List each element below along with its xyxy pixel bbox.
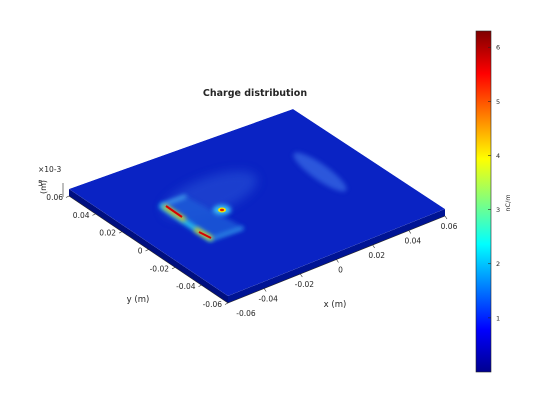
y-tick-label: 0.02 bbox=[99, 229, 116, 238]
z-axis-exponent: ×10-3 bbox=[38, 165, 62, 174]
plate-edge-right bbox=[211, 226, 244, 241]
y-tick-label: 0.06 bbox=[46, 193, 63, 202]
x-tick-label: 0 bbox=[338, 266, 343, 275]
x-tick-mark bbox=[408, 230, 412, 234]
z-axis-tick-label: 5 bbox=[38, 179, 43, 188]
x-tick-label: -0.04 bbox=[258, 295, 278, 304]
y-tick-mark bbox=[145, 249, 149, 252]
colorbar: 1 2 3 4 5 6 nC/m bbox=[475, 30, 512, 373]
hot-edge-lower-core bbox=[198, 231, 212, 239]
y-tick-mark bbox=[118, 231, 123, 234]
colorbar-tick-label: 6 bbox=[496, 44, 500, 52]
z-axis-label: (m) bbox=[39, 180, 48, 194]
colorbar-tick-label: 4 bbox=[496, 152, 500, 160]
slab-top bbox=[69, 109, 445, 296]
y-tick-mark bbox=[198, 284, 202, 287]
chart-title: Charge distribution bbox=[203, 88, 307, 99]
colorbar-tick-label: 2 bbox=[496, 260, 500, 268]
x-axis-label: x (m) bbox=[324, 300, 347, 310]
charge-heatmap bbox=[69, 109, 445, 296]
x-tick-mark bbox=[300, 273, 303, 278]
x-tick-mark bbox=[263, 288, 267, 292]
slab-side-right bbox=[228, 209, 445, 303]
plate-region-left bbox=[160, 196, 245, 240]
x-tick-mark bbox=[444, 215, 448, 220]
y-tick-label: -0.02 bbox=[150, 264, 170, 273]
y-tick-label: -0.06 bbox=[203, 300, 223, 309]
y-tick-mark bbox=[65, 195, 70, 198]
colorbar-unit: nC/m bbox=[504, 194, 512, 211]
x-tick-label: 0.04 bbox=[404, 237, 421, 246]
plate-glow-right bbox=[293, 152, 347, 192]
y-tick-mark bbox=[224, 302, 229, 305]
y-tick-mark bbox=[92, 213, 96, 216]
x-tick-label: 0.02 bbox=[368, 251, 385, 260]
hotspot-center bbox=[220, 208, 224, 212]
x-tick-mark bbox=[336, 259, 339, 263]
plate-edge-top bbox=[161, 194, 187, 207]
surface-slab bbox=[69, 109, 445, 303]
x-tick-label: -0.06 bbox=[236, 309, 256, 318]
colorbar-ticks: 1 2 3 4 5 6 bbox=[488, 44, 500, 322]
x-tick-label: 0.06 bbox=[441, 222, 458, 231]
colorbar-gradient bbox=[475, 30, 492, 373]
y-tick-label: 0 bbox=[138, 247, 143, 256]
colorbar-tick-label: 5 bbox=[496, 98, 500, 106]
x-tick-label: -0.02 bbox=[295, 280, 315, 289]
slab-side-left bbox=[69, 189, 228, 303]
hot-edge-upper-core bbox=[165, 205, 183, 218]
colorbar-tick-label: 1 bbox=[496, 314, 500, 322]
y-axis: y (m) 0.06 0.04 0.02 0 -0.02 -0.04 -0.06 bbox=[46, 193, 229, 309]
y-tick-label: 0.04 bbox=[73, 211, 90, 220]
y-tick-label: -0.04 bbox=[176, 282, 196, 291]
colorbar-tick-label: 3 bbox=[496, 206, 500, 214]
x-axis: x (m) -0.04 -0.02 0 0.02 0.04 0.06 -0.06 bbox=[227, 215, 458, 318]
z-axis: ×10-3 5 (m) bbox=[38, 165, 64, 197]
y-tick-mark bbox=[171, 267, 176, 270]
x-tick-mark bbox=[372, 244, 375, 249]
y-axis-label: y (m) bbox=[127, 295, 150, 305]
